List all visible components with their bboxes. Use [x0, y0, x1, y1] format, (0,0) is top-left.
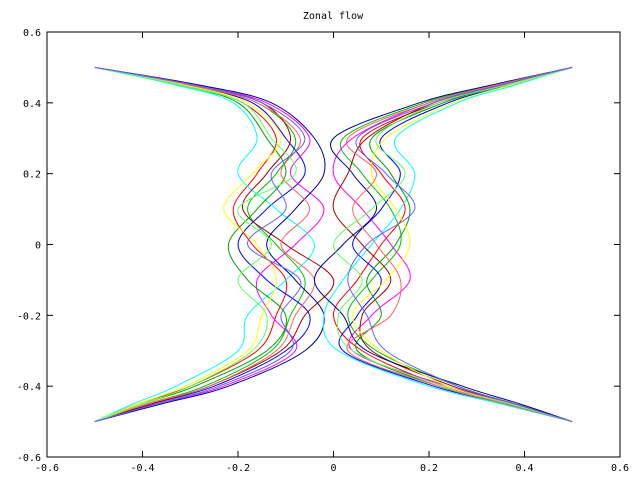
x-tick-label: 0 [330, 463, 336, 474]
flow-curve [322, 66, 573, 423]
flow-curve [94, 66, 297, 423]
flow-curve [352, 66, 573, 423]
flow-curve [94, 66, 306, 423]
flow-curve [94, 66, 315, 423]
y-tick-label: -0.4 [17, 382, 41, 393]
y-tick-label: -0.6 [17, 453, 41, 464]
y-tick-label: 0 [35, 241, 41, 252]
x-tick-label: 0.6 [611, 463, 629, 474]
flow-curve [332, 66, 573, 423]
y-tick-label: 0.6 [23, 28, 41, 39]
flow-curve [94, 66, 311, 423]
x-tick-label: 0.2 [420, 463, 438, 474]
x-tick-label: -0.4 [130, 463, 154, 474]
x-tick-label: 0.4 [515, 463, 533, 474]
flow-curve [313, 66, 573, 423]
y-tick-label: 0.2 [23, 170, 41, 181]
flow-curve [94, 66, 282, 423]
flow-curve [94, 66, 326, 423]
flow-curve [94, 66, 306, 423]
y-tick-label: 0.4 [23, 99, 41, 110]
chart-title: Zonal flow [303, 11, 364, 22]
flow-curve [338, 66, 573, 423]
flow-curve [345, 66, 573, 423]
flow-curve [94, 66, 316, 423]
x-tick-label: -0.2 [226, 463, 250, 474]
flow-curve [340, 66, 573, 423]
y-tick-label: -0.2 [17, 311, 41, 322]
flow-curve [347, 66, 573, 423]
axes: -0.6 -0.4 -0.2 0 0.2 0.4 0.6 -0.6 -0.4 -0.2 0 0.2 0.… [17, 28, 629, 474]
flow-curve [94, 66, 288, 423]
x-tick-label: -0.6 [35, 463, 59, 474]
curves [94, 66, 573, 423]
flow-curve [94, 66, 287, 423]
flow-curve [94, 66, 325, 423]
